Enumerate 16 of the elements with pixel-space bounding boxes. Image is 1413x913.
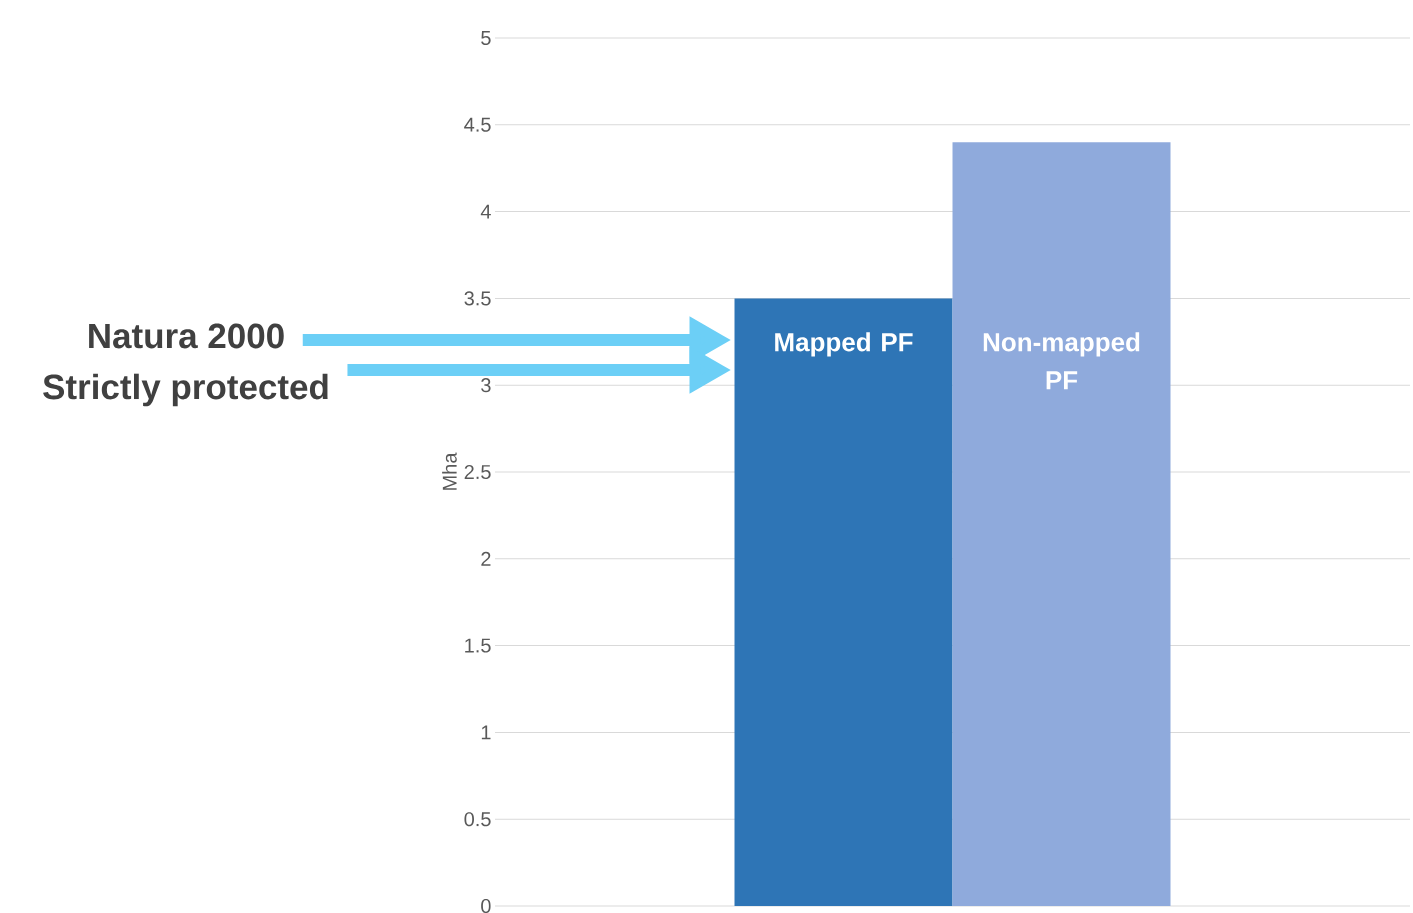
y-tick-label: 2.5 <box>464 464 491 480</box>
y-tick-label: 1 <box>481 725 491 740</box>
y-tick-label: 4.5 <box>464 117 491 132</box>
text: Natura 2000 <box>89 323 284 349</box>
y-tick-label: 1.5 <box>465 638 491 653</box>
y-tick-label: 3 <box>481 378 491 393</box>
y-tick-label: 0.5 <box>464 812 491 827</box>
y-tick-label: 2 <box>481 551 491 566</box>
text: Strictly protected <box>43 373 328 407</box>
y-tick-label: 0 <box>481 898 491 913</box>
series-label: Non-mapped PF <box>983 332 1140 390</box>
series-label: Mapped PF <box>775 332 913 357</box>
y-axis-title: Mha <box>442 452 457 490</box>
y-tick-label: 4 <box>480 204 491 219</box>
y-tick-label: 3.5 <box>464 291 491 306</box>
y-tick-label: 5 <box>481 31 491 45</box>
